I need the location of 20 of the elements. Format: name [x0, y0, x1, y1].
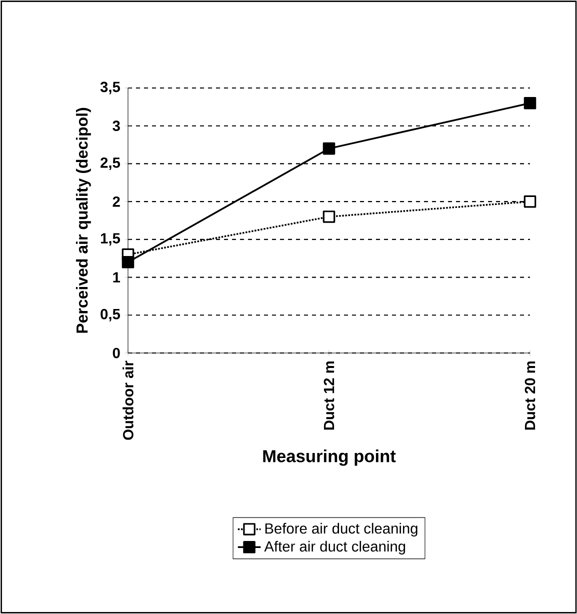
y-tick-label: 3 [112, 120, 120, 132]
legend-label: Before air duct cleaning [265, 522, 418, 537]
point [322, 142, 335, 155]
point [122, 256, 134, 268]
x-tick-label: Outdoor air [122, 360, 134, 440]
y-tick-label: 0,5 [100, 308, 120, 322]
y-tick-label: 0 [112, 348, 120, 358]
x-tick-label: Duct 12 m [324, 361, 334, 430]
y-tick-label: 1 [113, 272, 120, 282]
y-axis-title: Perceived air quality (decipol) [76, 108, 91, 333]
y-tick-label: 2 [112, 196, 120, 207]
point [524, 195, 536, 208]
legend-label: After air duct cleaning [264, 540, 405, 555]
x-axis-title: Measuring point [263, 450, 396, 466]
y-tick-label: 1,5 [100, 233, 120, 246]
x-tick-label: Duct 20 m [524, 361, 536, 430]
point [322, 210, 335, 223]
y-tick-label: 3,5 [100, 82, 120, 94]
y-tick-label: 2,5 [100, 157, 120, 170]
point [524, 97, 536, 110]
